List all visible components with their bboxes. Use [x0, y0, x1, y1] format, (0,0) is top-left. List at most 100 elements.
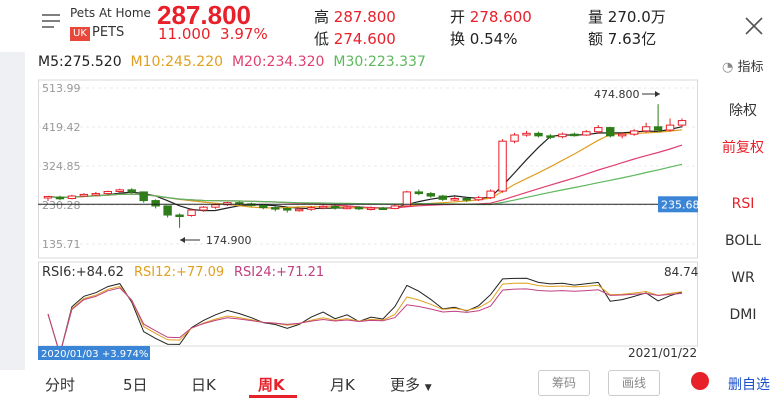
- candle-body: [175, 214, 184, 218]
- candle-body: [67, 195, 77, 200]
- rsi12-line: [47, 282, 683, 356]
- rsi24-label: RSI24:+71.21: [234, 265, 324, 280]
- side-dmi[interactable]: DMI: [729, 307, 757, 323]
- candle-body: [294, 208, 304, 212]
- candle-body: [390, 205, 400, 209]
- price-axis-label: 230.28: [42, 199, 81, 212]
- candle-body: [283, 207, 292, 211]
- candle-body: [641, 126, 651, 132]
- amount-stat: 额 7.63亿: [588, 28, 656, 49]
- candle-body: [486, 190, 495, 199]
- candle-body: [271, 207, 280, 210]
- candle-body: [115, 189, 124, 193]
- ma30-line: [47, 163, 683, 206]
- candle-body: [354, 206, 364, 210]
- candle-body: [474, 197, 483, 201]
- current-price: 287.800: [157, 0, 251, 30]
- low-value: 274.600: [333, 30, 396, 48]
- caret-down-icon: ▼: [424, 383, 432, 393]
- quote-header: Pets At Home UK PETS 287.800 11.000 3.97…: [0, 0, 783, 52]
- candle-body: [103, 191, 113, 195]
- price-axis-label: 513.99: [42, 82, 81, 95]
- candle-body: [426, 193, 436, 197]
- open-stat: 开 278.600: [450, 6, 532, 27]
- candle-body: [43, 195, 53, 199]
- record-dot-icon[interactable]: [691, 372, 709, 390]
- candle-body: [677, 120, 687, 126]
- side-boll[interactable]: BOLL: [725, 233, 761, 249]
- current-price-tag: 235.68: [661, 198, 698, 211]
- candle-body: [558, 133, 567, 138]
- candle-body: [211, 204, 220, 208]
- current-price-tag-bg: [658, 196, 698, 213]
- rsi-top-value: 84.74: [664, 265, 698, 279]
- moving-average-legend: M5:275.520 M10:245.220 M20:234.320 M30:2…: [38, 54, 426, 70]
- chip-button[interactable]: 筹码: [538, 370, 590, 396]
- candle-body: [187, 209, 196, 216]
- min-arrow-head: [180, 237, 185, 243]
- high-stat: 高 287.800: [314, 6, 396, 27]
- stock-ticker: PETS: [92, 25, 125, 40]
- candle-body: [318, 205, 328, 209]
- candle-body: [534, 132, 543, 137]
- candle-body: [163, 205, 172, 216]
- active-tab-underline: [249, 395, 297, 398]
- tab-daily-k[interactable]: 日K: [191, 376, 216, 394]
- candle-body: [342, 206, 352, 210]
- candle-body: [498, 140, 507, 192]
- more-label: 更多: [390, 376, 421, 394]
- tab-more[interactable]: 更多 ▼: [390, 374, 432, 395]
- candle-body: [414, 191, 424, 195]
- rsi24-line: [47, 287, 683, 356]
- side-ex-rights[interactable]: 除权: [729, 103, 757, 119]
- high-label: 高: [314, 8, 330, 26]
- max-price-label: 474.800: [594, 88, 640, 101]
- price-panel-border: [38, 79, 698, 259]
- candle-body: [450, 198, 459, 201]
- candle-body: [438, 195, 447, 200]
- candle-body: [629, 130, 639, 135]
- market-flag: UK: [70, 27, 90, 41]
- candle-body: [151, 200, 160, 207]
- candle-body: [462, 198, 471, 201]
- tab-weekly-k[interactable]: 周K: [258, 376, 285, 394]
- side-forward-adjust[interactable]: 前复权: [722, 140, 764, 156]
- draw-line-button[interactable]: 画线: [608, 370, 660, 396]
- candle-body: [79, 193, 89, 197]
- stock-name: Pets At Home: [70, 6, 151, 20]
- rsi12-label: RSI12:+77.09: [134, 265, 224, 280]
- open-label: 开: [450, 8, 466, 26]
- tab-intraday[interactable]: 分时: [45, 376, 76, 394]
- candle-body: [366, 207, 376, 211]
- chart-canvas[interactable]: 513.99 419.42 324.85 230.28 135.71 235.68 474.…: [38, 76, 698, 361]
- amount-value: 7.63亿: [607, 30, 657, 48]
- candle-body: [306, 207, 316, 210]
- side-wr[interactable]: WR: [731, 270, 755, 286]
- tab-monthly-k[interactable]: 月K: [330, 376, 355, 394]
- side-rsi[interactable]: RSI: [731, 196, 755, 212]
- tab-5day[interactable]: 5日: [123, 376, 148, 394]
- remove-watchlist-button[interactable]: 删自选: [728, 377, 770, 393]
- candle-body: [378, 207, 388, 211]
- low-label: 低: [314, 30, 330, 48]
- start-date-tag-bg: [38, 346, 150, 360]
- volume-label: 量: [588, 8, 604, 26]
- menu-icon[interactable]: [40, 12, 62, 30]
- rsi6-line: [47, 277, 683, 356]
- indicator-button[interactable]: ◔ 指标: [722, 56, 764, 75]
- indicator-settings-icon: ◔: [722, 60, 734, 75]
- rsi6-label: RSI6:+84.62: [42, 265, 124, 280]
- max-arrow-head: [655, 91, 660, 97]
- change-value: 11.000: [158, 25, 211, 43]
- turnover-stat: 换 0.54%: [450, 28, 517, 49]
- candle-body: [582, 131, 591, 136]
- close-icon[interactable]: [740, 12, 768, 40]
- high-value: 287.800: [333, 8, 396, 26]
- ma30-label: M30:223.337: [333, 54, 426, 70]
- ma5-label: M5:275.520: [38, 54, 122, 70]
- candle-body: [91, 193, 101, 196]
- candle-body: [570, 133, 579, 137]
- turnover-label: 换: [450, 30, 466, 48]
- open-value: 278.600: [469, 8, 532, 26]
- price-axis-label: 419.42: [42, 121, 81, 134]
